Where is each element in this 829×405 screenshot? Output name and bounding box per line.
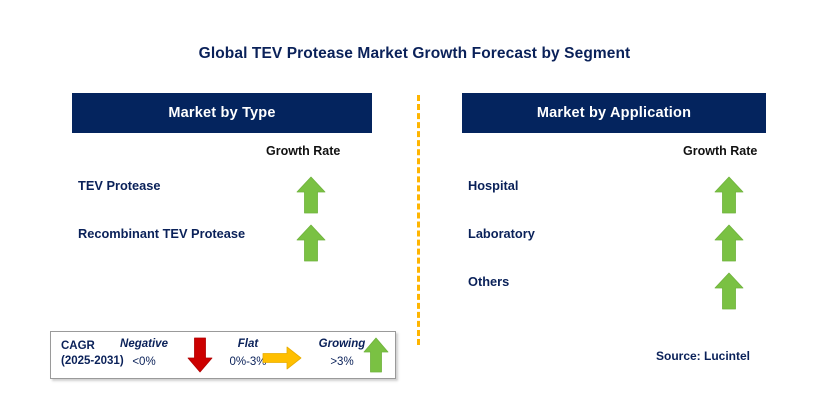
segment-label: Hospital: [468, 178, 519, 193]
segment-row-recombinant-tev-protease: Recombinant TEV Protease: [78, 224, 338, 264]
arrow-up-green-icon: [714, 224, 744, 267]
legend-range-flat: 0%-3%: [229, 356, 267, 368]
page-title: Global TEV Protease Market Growth Foreca…: [198, 45, 631, 62]
legend-title-line1: CAGR: [61, 340, 95, 352]
legend-title: CAGR (2025-2031): [61, 339, 124, 369]
segment-row-tev-protease: TEV Protease: [78, 176, 338, 222]
arrow-up-green-icon: [296, 224, 326, 267]
legend-cagr: CAGR (2025-2031) Negative <0% Flat 0%-3%…: [50, 331, 396, 379]
growth-rate-label-application: Growth Rate: [683, 144, 758, 158]
segment-row-hospital: Hospital: [468, 176, 748, 222]
growth-rate-label-type: Growth Rate: [266, 144, 341, 158]
legend-label-flat: Flat: [237, 338, 259, 350]
segment-label: Others: [468, 274, 510, 289]
legend-label-growing: Growing: [318, 338, 366, 350]
arrow-down-red-icon: [187, 337, 213, 378]
panel-header-market-by-type: Market by Type: [72, 93, 372, 133]
panel-header-market-by-application: Market by Application: [462, 93, 766, 133]
segment-row-others: Others: [468, 272, 748, 318]
arrow-up-green-icon: [714, 176, 744, 219]
arrow-up-green-icon: [714, 272, 744, 315]
arrow-up-green-icon: [296, 176, 326, 219]
source-note: Source: Lucintel: [656, 349, 751, 363]
legend-title-line2: (2025-2031): [61, 355, 124, 367]
segment-label: Laboratory: [468, 226, 535, 241]
vertical-dashed-divider: [417, 95, 420, 345]
legend-range-growing: >3%: [330, 356, 354, 368]
segment-label: Recombinant TEV Protease: [78, 226, 246, 241]
segment-row-laboratory: Laboratory: [468, 224, 748, 270]
segment-label: TEV Protease: [78, 178, 161, 193]
arrow-right-yellow-icon: [262, 346, 302, 375]
legend-label-negative: Negative: [120, 338, 168, 350]
legend-range-negative: <0%: [132, 356, 156, 368]
arrow-up-green-icon: [363, 337, 389, 378]
